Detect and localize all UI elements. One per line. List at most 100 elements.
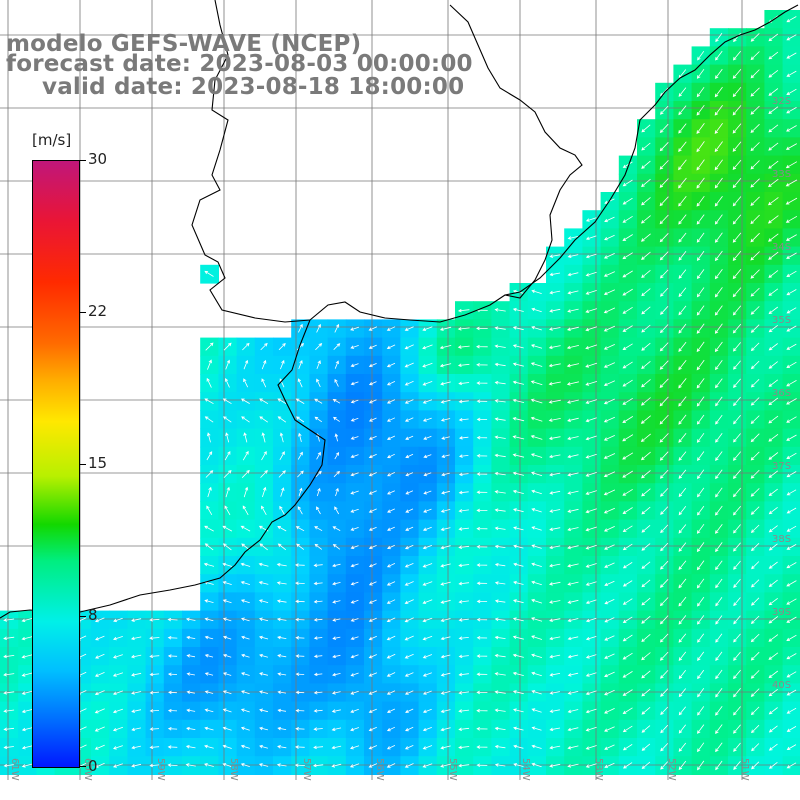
wind-arrow: [733, 706, 741, 716]
wind-cell: [273, 446, 292, 466]
wind-cell: [382, 465, 401, 484]
wind-arrow: [768, 51, 779, 60]
wind-arrow: [94, 690, 105, 696]
wind-arrow: [714, 323, 723, 334]
wind-cell: [691, 119, 711, 138]
wind-arrow: [733, 633, 741, 643]
wind-arrow: [387, 472, 395, 477]
wind-arrow: [95, 653, 105, 659]
wind-arrow: [585, 399, 597, 404]
wind-arrow: [204, 763, 214, 767]
wind-arrow: [750, 506, 760, 515]
wind-arrow: [785, 161, 798, 169]
wind-cell: [746, 64, 765, 84]
wind-arrow: [768, 707, 778, 715]
wind-arrow: [786, 270, 797, 278]
wind-arrow: [750, 342, 760, 352]
wind-arrow: [603, 325, 616, 332]
wind-arrow: [678, 524, 687, 534]
wind-cell: [691, 465, 711, 484]
wind-cell: [764, 647, 784, 666]
wind-cell: [673, 410, 693, 430]
wind-arrow: [548, 454, 561, 459]
wind-arrow: [768, 543, 778, 551]
wind-arrow: [203, 562, 215, 567]
wind-arrow: [297, 451, 303, 460]
wind-arrow: [386, 381, 396, 386]
wind-arrow: [313, 618, 323, 622]
wind-arrow: [279, 451, 285, 461]
wind-arrow: [276, 617, 287, 622]
wind-arrow: [295, 617, 305, 622]
wind-arrow: [368, 363, 377, 368]
wind-cell: [618, 610, 638, 630]
wind-arrow: [204, 270, 214, 277]
wind-arrow: [696, 269, 705, 280]
wind-arrow: [258, 581, 269, 585]
wind-arrow: [260, 342, 268, 351]
wind-arrow: [512, 453, 525, 458]
wind-arrow: [531, 708, 542, 713]
wind-cell: [673, 374, 693, 393]
wind-cell: [746, 647, 765, 666]
wind-arrow: [567, 290, 579, 295]
wind-cell: [637, 665, 656, 684]
wind-cell: [327, 337, 347, 357]
wind-arrow: [258, 635, 269, 640]
wind-cell: [764, 82, 784, 102]
wind-cell: [728, 264, 747, 284]
wind-arrow: [458, 399, 469, 404]
wind-arrow: [350, 381, 359, 386]
wind-arrow: [641, 197, 651, 206]
longitude-label: 52W: [666, 758, 677, 781]
wind-arrow: [659, 615, 669, 625]
wind-arrow: [149, 690, 160, 695]
wind-arrow: [296, 543, 305, 550]
wind-arrow: [258, 562, 269, 567]
wind-arrow: [243, 378, 249, 388]
wind-arrow: [94, 708, 105, 714]
wind-arrow: [333, 343, 341, 350]
wind-arrow: [641, 579, 651, 588]
wind-arrow: [332, 581, 341, 586]
wind-cell: [746, 592, 765, 612]
wind-arrow: [750, 597, 760, 606]
wind-cell: [637, 210, 656, 229]
wind-cell: [709, 428, 729, 448]
wind-arrow: [715, 542, 723, 553]
wind-arrow: [222, 599, 232, 604]
wind-arrow: [678, 578, 687, 589]
wind-arrow: [567, 563, 579, 568]
wind-arrow: [567, 618, 579, 623]
wind-arrow: [768, 525, 778, 533]
wind-cell: [709, 574, 729, 593]
wind-arrow: [368, 763, 378, 768]
wind-cell: [618, 410, 638, 430]
wind-cell: [327, 319, 347, 339]
wind-arrow: [422, 690, 432, 695]
wind-arrow: [697, 505, 705, 516]
wind-arrow: [786, 125, 797, 132]
wind-cell: [728, 137, 747, 157]
wind-arrow: [149, 618, 160, 622]
wind-arrow: [714, 86, 723, 98]
wind-arrow: [350, 636, 359, 640]
wind-arrow: [350, 417, 359, 422]
wind-cell: [637, 446, 656, 466]
wind-arrow: [768, 178, 779, 188]
wind-arrow: [368, 381, 377, 386]
wind-arrow: [386, 635, 396, 641]
wind-cell: [673, 701, 693, 721]
wind-arrow: [350, 672, 359, 677]
wind-arrow: [222, 525, 233, 532]
wind-arrow: [531, 489, 542, 495]
wind-arrow: [277, 398, 287, 405]
wind-arrow: [640, 433, 651, 443]
wind-arrow: [622, 562, 633, 569]
wind-arrow: [786, 507, 797, 514]
wind-arrow: [768, 561, 778, 569]
wind-arrow: [531, 307, 542, 313]
wind-arrow: [678, 432, 687, 443]
wind-cell: [709, 683, 729, 703]
wind-arrow: [368, 344, 377, 349]
